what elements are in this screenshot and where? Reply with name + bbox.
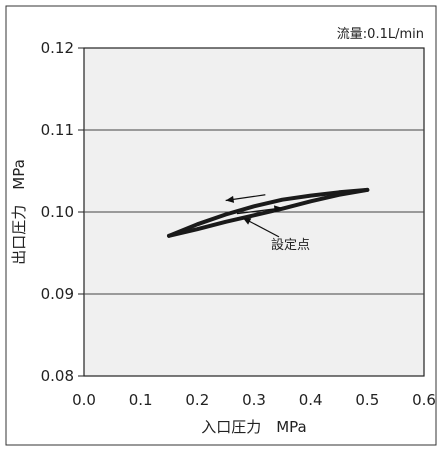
y-tick-label-3: 0.11 [41,121,74,139]
x-axis-label: 入口圧力 MPa [201,418,307,436]
tick-labels: 0.08 0.09 0.10 0.11 0.12 0.0 0.1 0.2 0.3 0.4 0.5 0.… [41,39,436,409]
direction-arrow-1 [236,205,283,215]
x-tick-label-6: 0.6 [412,391,436,409]
annotation-arrow-0-head [242,217,252,225]
direction-arrow-0-head [225,195,235,203]
annotations: 設定点 [225,194,310,253]
flow-note: 流量:0.1L/min [337,27,424,42]
x-tick-label-0: 0.0 [72,391,96,409]
series-line-0 [167,187,370,238]
x-tick-label-1: 0.1 [129,391,153,409]
x-tick-label-2: 0.2 [185,391,209,409]
x-tick-label-4: 0.4 [299,391,323,409]
y-axis-label: 出口圧力 MPa [10,159,28,265]
y-tick-label-0: 0.08 [41,367,74,385]
y-tick-label-2: 0.10 [41,203,74,221]
direction-arrow-1-head [273,205,283,213]
series-line-1 [167,187,370,238]
x-tick-label-3: 0.3 [242,391,266,409]
y-tick-label-4: 0.12 [41,39,74,57]
direction-arrow-0 [225,194,266,203]
annotation-label-0: 設定点 [271,237,310,253]
annotation-arrow-0 [242,217,280,238]
outer-frame [5,5,437,446]
y-tick-label-1: 0.09 [41,285,74,303]
series-lines [167,187,370,238]
x-tick-label-5: 0.5 [355,391,379,409]
